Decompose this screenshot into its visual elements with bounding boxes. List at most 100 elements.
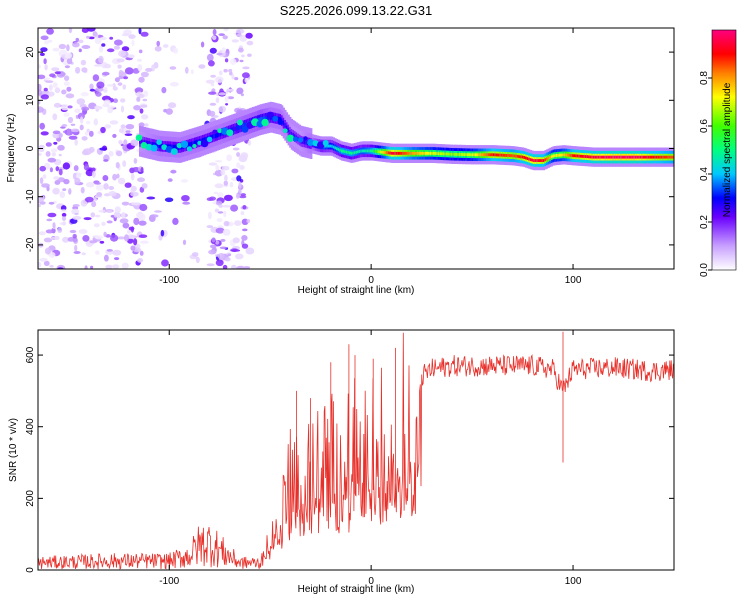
spectrogram-noise-cell — [53, 176, 60, 180]
spectrogram-noise-cell — [169, 82, 179, 87]
spectrogram-noise-cell — [206, 53, 214, 62]
colorbar: 0.0 0.2 0.4 0.6 0.8 Normalized spectral ampl… — [699, 29, 737, 277]
spectrogram-noise-cell — [137, 64, 143, 72]
spectrogram-noise-cell — [103, 159, 109, 162]
spectrogram-ridge-cell — [205, 136, 208, 142]
spectrogram-ridge-blob — [226, 129, 234, 137]
spectrogram-noise-cell — [59, 191, 66, 199]
spectrogram-noise-cell — [244, 77, 249, 83]
snr-panel: -100 0 100 0 200 400 600 Height of straight li… — [8, 329, 675, 595]
spectrogram-noise-cell — [240, 193, 246, 197]
spectrogram-noise-cell — [138, 93, 145, 99]
spectrogram-ridge-cell — [329, 144, 332, 148]
spectrogram-ridge-cell — [289, 130, 292, 135]
spectrogram-noise-cell — [217, 192, 224, 198]
spectrogram-ridge-cell — [303, 139, 306, 145]
spectrogram-xtick-label: -100 — [159, 275, 179, 286]
spectrogram-noise-cell — [112, 86, 118, 91]
spectrogram-noise-cell — [86, 28, 96, 32]
spectrogram-noise-cell — [170, 169, 177, 174]
spectrogram-noise-cell — [43, 237, 53, 243]
spectrogram-noise-cell — [44, 247, 52, 255]
spectrogram-ridge-cell — [365, 149, 368, 153]
spectrogram-ridge-cell — [339, 148, 342, 152]
spectrogram-noise-cell — [226, 154, 233, 162]
spectrogram-noise-cell — [218, 105, 226, 113]
spectrogram-noise-cell — [88, 36, 95, 40]
spectrogram-ridge-cell — [407, 151, 410, 155]
spectrogram-noise-cell — [40, 35, 49, 41]
spectrogram-ridge-cell — [533, 159, 536, 162]
spectrogram-noise-cell — [38, 89, 43, 96]
spectrogram-noise-cell — [133, 105, 141, 111]
spectrogram-noise-cell — [215, 160, 223, 163]
spectrogram-noise-cell — [145, 67, 153, 72]
spectrogram-ridge-cell — [344, 150, 347, 154]
spectrogram-noise-cell — [121, 211, 126, 219]
spectrogram-ridge-cell — [189, 142, 192, 147]
spectrogram-noise-cell — [217, 252, 225, 260]
spectrogram-noise-cell — [130, 226, 134, 233]
spectrogram-ridge-cell — [618, 155, 621, 159]
spectrogram-ridge-cell — [402, 151, 405, 155]
spectrogram-noise-cell — [128, 34, 136, 39]
spectrogram-noise-cell — [105, 264, 113, 269]
spectrogram-ridge-cell — [576, 154, 579, 158]
spectrogram-noise-cell — [213, 191, 218, 195]
spectrogram-ridge-cell — [366, 149, 369, 153]
spectrogram-ridge-blob — [150, 144, 158, 152]
spectrogram-ridge-cell — [558, 153, 562, 157]
spectrogram-noise-cell — [206, 263, 215, 267]
spectrogram-noise-cell — [62, 188, 67, 192]
spectrogram-ridge-cell — [192, 141, 195, 146]
spectrogram-noise-cell — [207, 211, 212, 220]
spectrogram-noise-cell — [141, 183, 148, 189]
spectrogram-noise-cell — [117, 177, 126, 185]
spectrogram-ridge-blob — [317, 141, 325, 149]
spectrogram-noise-cell — [130, 173, 135, 181]
spectrogram-ridge-cell — [352, 151, 355, 155]
spectrogram-ridge-cell — [537, 159, 541, 162]
spectrogram-noise-cell — [214, 208, 219, 213]
spectrogram-ridge-cell — [462, 153, 465, 156]
spectrogram-noise-cell — [84, 196, 94, 203]
spectrogram-ridge-cell — [158, 143, 161, 149]
spectrogram-noise-cell — [82, 148, 92, 156]
spectrogram-ridge-cell — [502, 153, 505, 157]
spectrogram-ridge-blob — [277, 119, 283, 125]
spectrogram-noise-cell — [104, 63, 111, 69]
spectrogram-noise-cell — [122, 84, 127, 90]
spectrogram-ridge-cell — [282, 120, 285, 126]
spectrogram-noise-cell — [219, 246, 228, 250]
spectrogram-ridge-cell — [497, 153, 500, 157]
spectrogram-noise-cell — [61, 89, 67, 95]
spectrogram-ridge-cell — [334, 146, 337, 150]
spectrogram-ridge-cell — [473, 153, 476, 157]
spectrogram-ytick-label: -10 — [25, 189, 36, 204]
spectrogram-ridge-cell — [599, 155, 602, 159]
spectrogram-noise-cell — [222, 205, 231, 208]
spectrogram-noise-cell — [74, 108, 81, 114]
spectrogram-noise-cell — [212, 28, 217, 36]
spectrogram-noise-cell — [66, 44, 70, 52]
spectrogram-noise-cell — [124, 182, 132, 188]
spectrogram-noise-cell — [95, 184, 104, 191]
spectrogram-ridge-cell — [160, 143, 163, 149]
spectrogram-ridge-blob — [200, 139, 209, 148]
spectrogram-noise-cell — [234, 220, 242, 226]
spectrogram-noise-cell — [62, 236, 70, 243]
spectrogram-ridge-cell — [476, 153, 479, 157]
figure-title: S225.2026.099.13.22.G31 — [280, 3, 433, 18]
spectrogram-noise-cell — [41, 183, 50, 188]
spectrogram-ridge-cell — [468, 153, 471, 157]
colorbar-tick-label: 0.8 — [699, 71, 710, 85]
spectrogram-noise-cell — [223, 210, 227, 218]
spectrogram-ridge-cell — [612, 155, 615, 159]
spectrogram-ridge-cell — [260, 117, 263, 122]
spectrogram-ridge-cell — [331, 144, 334, 148]
spectrogram-noise-cell — [245, 32, 253, 39]
spectrogram-ridge-cell — [371, 149, 374, 153]
spectrogram-ridge-cell — [570, 154, 573, 157]
spectrogram-noise-cell — [136, 96, 141, 102]
spectrogram-noise-cell — [43, 260, 50, 266]
